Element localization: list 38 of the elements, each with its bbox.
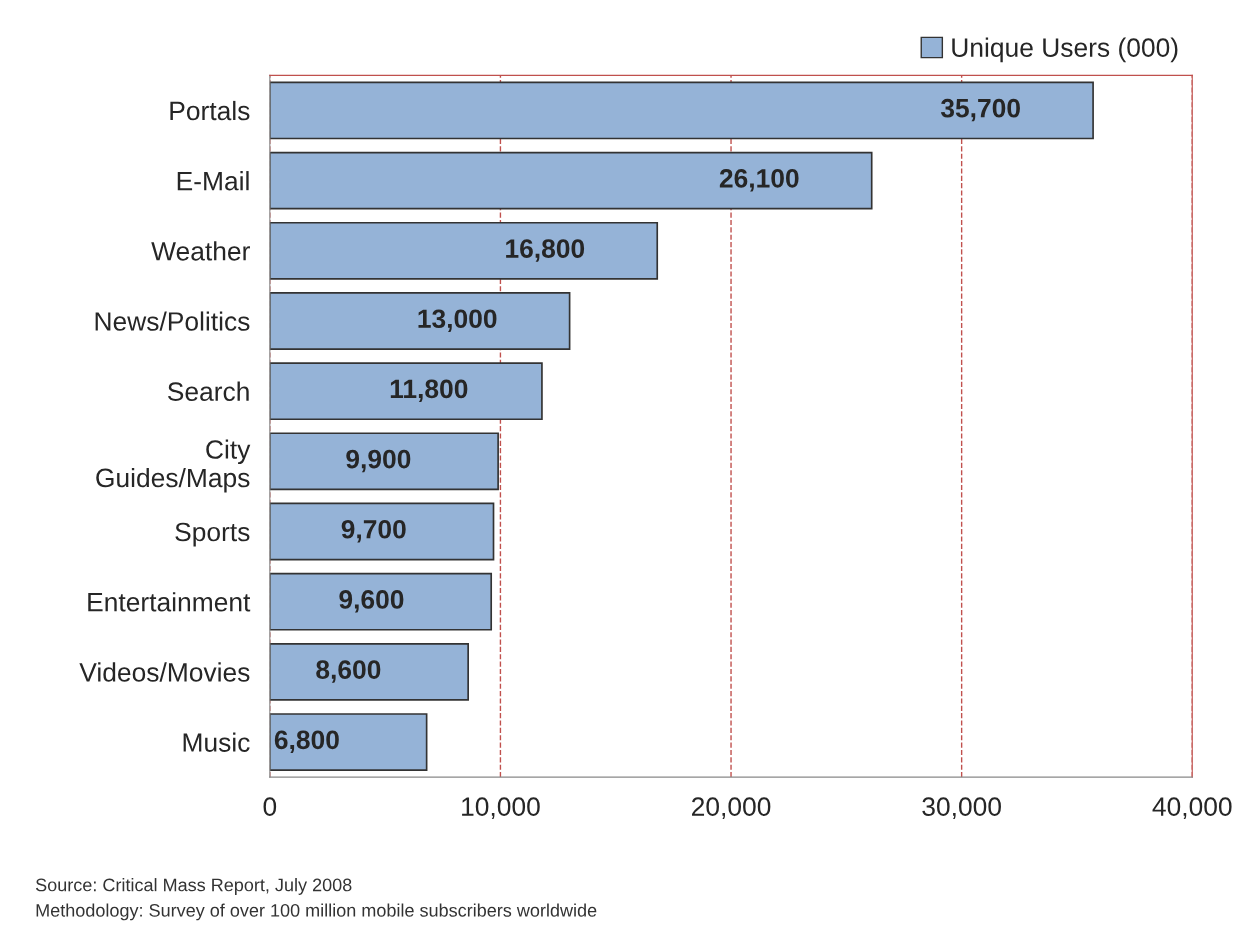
x-tick-label: 0 (263, 797, 277, 816)
y-tick-label: Music (183, 732, 250, 752)
data-label: 8,600 (316, 660, 381, 683)
x-tick-label: 40,000 (1152, 797, 1232, 820)
bar (269, 151, 873, 210)
bar (269, 362, 543, 421)
bar (269, 642, 469, 701)
data-label: 9,600 (339, 590, 404, 613)
x-tick-label: 20,000 (692, 797, 771, 820)
y-tick-label: Search (167, 381, 249, 401)
legend-label: Unique Users (000) (952, 37, 1178, 63)
y-tick-label: City Guides/Maps (96, 439, 251, 493)
x-tick-label: 10,000 (462, 797, 540, 820)
bar (269, 221, 659, 280)
data-label: 35,700 (940, 98, 1020, 122)
data-label: 9,900 (346, 449, 411, 473)
bar (269, 432, 499, 491)
bar (269, 572, 493, 631)
data-label: 9,700 (341, 519, 406, 543)
y-tick-label: Entertainment (88, 592, 251, 612)
data-label: 16,800 (506, 239, 585, 262)
bar (269, 502, 495, 561)
x-tick-label: 30,000 (922, 797, 1001, 820)
bar (269, 292, 571, 350)
y-tick-label: News/Politics (95, 311, 250, 331)
data-label: 11,800 (390, 379, 468, 403)
data-label: 6,800 (274, 730, 339, 753)
y-tick-label: Videos/Movies (79, 662, 250, 682)
text: Methodology: Survey of over 100 million mobile subscribers worldwide (36, 903, 597, 921)
y-tick-label: E-Mail (177, 171, 249, 191)
data-label: 26,100 (719, 169, 799, 192)
bar (269, 81, 1094, 140)
data-label: 13,000 (418, 309, 497, 332)
bar (269, 713, 428, 771)
y-tick-label: Weather (151, 241, 250, 261)
source-note: Source: Critical Mass Report, July 2008 (35, 878, 352, 895)
y-tick-label: Sports (175, 522, 250, 547)
y-tick-label: Portals (170, 100, 250, 121)
